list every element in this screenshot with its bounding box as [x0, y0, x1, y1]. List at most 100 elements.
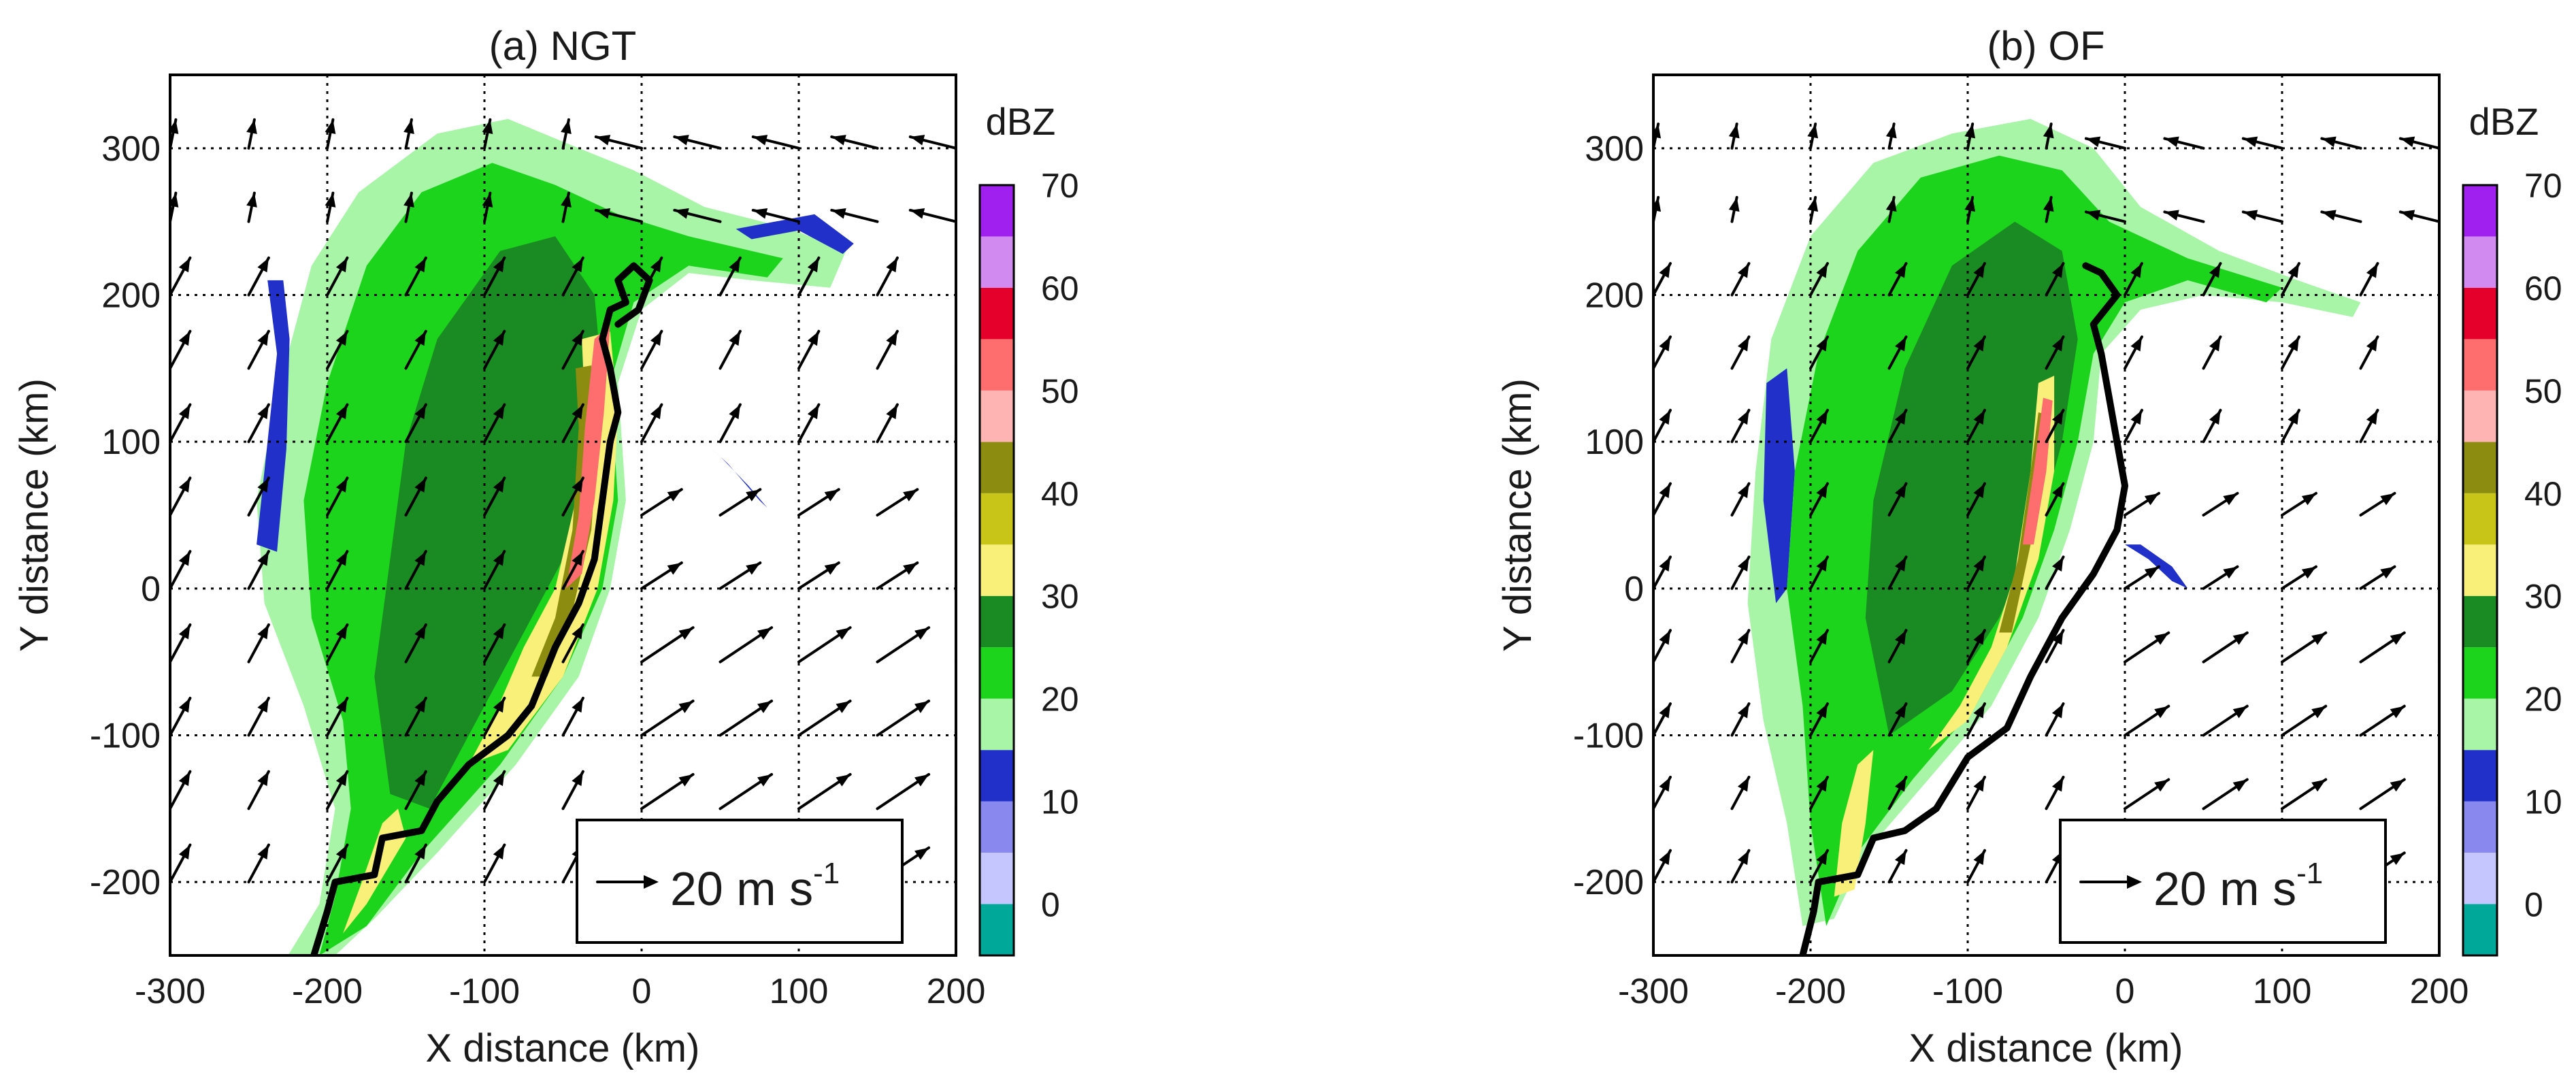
wind-vector [2043, 122, 2054, 150]
panel-a-gust-front-layer [310, 262, 653, 955]
wind-vector [246, 191, 257, 223]
wind-vector [1809, 849, 1829, 884]
wind-vector [1885, 195, 1897, 223]
wind-vector [1809, 629, 1829, 663]
wind-vector [797, 700, 852, 737]
panel-a-frame [169, 73, 957, 957]
wind-vector [640, 626, 695, 663]
wind-vector [404, 256, 427, 297]
wind-vector [2202, 408, 2222, 444]
x-tick-label: -100 [449, 972, 520, 1011]
y-tick-label: 100 [1585, 423, 1644, 462]
wind-vector [2320, 136, 2362, 150]
reflectivity-region [531, 365, 598, 677]
wind-vector [2202, 335, 2222, 370]
wind-vector [1807, 122, 1819, 150]
wind-vector [561, 696, 584, 737]
wind-vector [170, 770, 192, 810]
wind-vector [483, 476, 506, 517]
colorbar-swatch [980, 236, 1014, 288]
wind-vector [561, 623, 584, 663]
reflectivity-region [2022, 397, 2053, 545]
colorbar-tick-label: 40 [2524, 475, 2562, 513]
wind-vector [2045, 775, 2065, 810]
wind-vector [1653, 335, 1672, 370]
wind-vector [714, 75, 722, 76]
wind-vector [876, 329, 899, 370]
wind-vector [2433, 75, 2439, 76]
colorbar-swatch [2463, 904, 2497, 955]
wind-vector [719, 403, 742, 444]
wind-vector [797, 329, 821, 370]
wind-vector [830, 135, 879, 150]
wind-vector [594, 135, 643, 150]
wind-vector [673, 135, 722, 150]
wind-vector [2359, 631, 2406, 663]
y-tick-label: -200 [90, 863, 161, 902]
gust-front-line [310, 262, 653, 955]
wind-vector [1653, 849, 1672, 884]
wind-vector [1653, 702, 1672, 737]
wind-vector [2281, 262, 2300, 297]
wind-vector [1653, 75, 1655, 76]
x-tick-label: -300 [135, 972, 205, 1011]
wind-vector [482, 191, 493, 223]
wind-vector [1653, 482, 1672, 517]
wind-vector [561, 256, 584, 297]
wind-vector [483, 403, 506, 444]
reflectivity-region [736, 214, 854, 255]
wind-vector [2438, 292, 2439, 297]
wind-vector [2359, 335, 2379, 370]
wind-vector [2320, 210, 2362, 223]
wind-vector [2281, 335, 2300, 370]
wind-vector [170, 329, 192, 370]
colorbar-swatch [2463, 339, 2497, 391]
wind-vector [2163, 136, 2205, 150]
wind-vector [797, 403, 821, 444]
panel-b-reflectivity-layer [1747, 118, 2361, 926]
wind-vector [404, 770, 427, 810]
wind-vector [1730, 702, 1751, 737]
colorbar-tick-label: 70 [2524, 167, 2562, 205]
y-tick-label: 0 [1624, 570, 1644, 609]
wind-vector [1730, 408, 1751, 444]
colorbar-swatch [2463, 390, 2497, 442]
wind-vector [1730, 335, 1751, 370]
wind-vector [2276, 75, 2283, 76]
wind-vector [1809, 775, 1829, 810]
wind-vector [1809, 408, 1829, 444]
wind-vector [326, 550, 349, 590]
wind-vector [2359, 704, 2406, 737]
wind-vector [326, 696, 349, 737]
x-tick-label: 100 [2253, 972, 2312, 1011]
reflectivity-region [1865, 221, 2078, 736]
panel-b-gust-front-layer [1799, 262, 2128, 955]
wind-vector [247, 623, 270, 663]
wind-vector [1653, 555, 1672, 590]
wind-vector [2355, 75, 2362, 76]
wind-vector [1966, 775, 1986, 810]
wind-vector [594, 208, 643, 223]
x-tick-label: 200 [2410, 972, 2469, 1011]
colorbar-tick-label: 30 [2524, 578, 2562, 616]
wind-vector [2202, 262, 2222, 297]
wind-vector [561, 770, 584, 810]
wind-vector [1887, 408, 1908, 444]
wind-vector [1887, 482, 1908, 517]
wind-vector [719, 329, 742, 370]
wind-vector [403, 191, 414, 223]
panel-a-x-axis-label: X distance (km) [426, 1026, 700, 1070]
wind-vector [2438, 365, 2439, 370]
wind-vector [1964, 122, 1976, 150]
wind-vector [325, 118, 336, 150]
y-tick-label: -200 [1573, 863, 1644, 902]
wind-vector [1964, 195, 1976, 223]
y-tick-label: 200 [101, 276, 161, 316]
colorbar-tick-label: 60 [1041, 269, 1079, 308]
colorbar-tick-label: 0 [2524, 886, 2543, 924]
panel-b-colorbar: 0 10 20 30 40 50 60 70 [2462, 167, 2562, 957]
y-tick-label: 100 [101, 423, 161, 462]
wind-vector [872, 75, 879, 76]
x-tick-label: -300 [1618, 972, 1689, 1011]
